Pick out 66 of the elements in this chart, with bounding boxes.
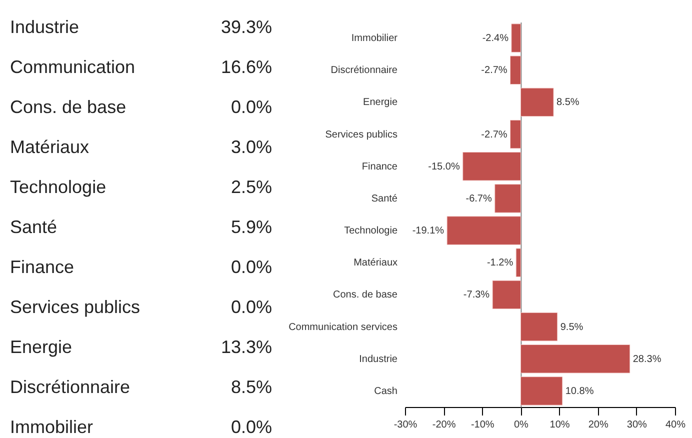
data-label: -6.7% xyxy=(466,193,492,204)
bar xyxy=(520,312,558,342)
y-tick-label: Cons. de base xyxy=(333,290,398,301)
y-tick-label: Santé xyxy=(371,193,398,204)
text: 16.6% xyxy=(220,56,272,78)
bar xyxy=(446,216,521,245)
text: Santé xyxy=(10,216,58,238)
y-tick-label: Industrie xyxy=(359,354,398,365)
bar xyxy=(492,280,521,310)
data-label: -19.1% xyxy=(412,226,444,237)
data-label: 28.3% xyxy=(632,354,662,365)
text: Industrie xyxy=(10,16,80,38)
text: Matériaux xyxy=(10,136,90,158)
y-tick-label: Discrétionnaire xyxy=(330,65,398,76)
text: Cons. de base xyxy=(10,96,126,118)
data-label: 9.5% xyxy=(560,322,584,333)
x-tick-label: -20% xyxy=(432,420,456,430)
text: 0.0% xyxy=(230,416,272,438)
data-label: -7.3% xyxy=(463,290,490,301)
bar xyxy=(520,376,563,406)
x-tick-label: 30% xyxy=(626,420,648,430)
text: 2.5% xyxy=(230,176,272,198)
x-tick-label: 20% xyxy=(588,420,608,430)
y-tick-label: Immobilier xyxy=(351,33,398,44)
y-tick-label: Communication services xyxy=(288,322,398,333)
data-label: -2.7% xyxy=(481,65,508,76)
data-label: -15.0% xyxy=(428,161,460,172)
data-label: 8.5% xyxy=(556,97,580,108)
x-tick-label: -30% xyxy=(394,420,418,430)
text: Communication xyxy=(10,56,136,78)
x-tick-label: -10% xyxy=(470,420,494,430)
text: 5.9% xyxy=(230,216,272,238)
text: 3.0% xyxy=(230,136,272,158)
bar xyxy=(510,56,521,84)
data-label: 10.8% xyxy=(565,386,594,397)
bar xyxy=(511,24,521,52)
y-tick-label: Finance xyxy=(362,161,398,172)
text: 8.5% xyxy=(230,376,272,398)
text: 0.0% xyxy=(230,296,272,318)
data-label: -2.4% xyxy=(482,33,509,44)
text: 39.3% xyxy=(220,16,272,38)
bar xyxy=(520,88,554,117)
bar xyxy=(494,184,521,213)
text: Services publics xyxy=(10,296,140,318)
y-tick-label: Services publics xyxy=(325,129,398,140)
y-tick-label: Matériaux xyxy=(354,258,398,269)
text: 0.0% xyxy=(230,256,272,278)
text: Finance xyxy=(10,256,74,278)
bar xyxy=(516,248,521,277)
x-tick-label: 10% xyxy=(550,420,570,430)
y-tick-label: Cash xyxy=(374,386,398,397)
x-tick-label: 0% xyxy=(514,420,529,430)
text: Technologie xyxy=(10,176,106,198)
data-label: -2.7% xyxy=(481,129,508,140)
bar xyxy=(510,120,521,149)
bar xyxy=(462,152,521,181)
text: Immobilier xyxy=(10,416,94,438)
data-label: -1.2% xyxy=(486,258,514,269)
y-tick-label: Energie xyxy=(363,97,398,108)
text: Discrétionnaire xyxy=(10,376,130,398)
y-tick-label: Technologie xyxy=(344,226,398,237)
text: 0.0% xyxy=(230,96,272,118)
text: 13.3% xyxy=(220,336,272,358)
x-tick-label: 40% xyxy=(665,420,686,430)
bar xyxy=(520,344,630,374)
text: Energie xyxy=(10,336,72,358)
